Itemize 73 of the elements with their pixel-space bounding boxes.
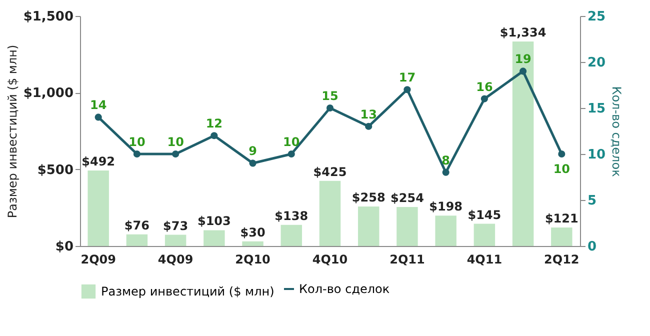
data-label: $103 [197, 214, 231, 228]
data-label: $198 [429, 200, 463, 214]
data-label: 9 [248, 144, 257, 158]
y2-tick-label: 10 [588, 148, 606, 162]
bar [435, 216, 456, 246]
point [558, 150, 566, 158]
data-label: $492 [82, 154, 116, 169]
x-tick-label: 2Q11 [390, 252, 425, 266]
point [365, 122, 372, 130]
data-label: 19 [514, 52, 532, 66]
data-label: $121 [544, 211, 578, 226]
bar [126, 234, 148, 246]
bar [242, 241, 264, 246]
point [480, 95, 488, 102]
bar [164, 234, 186, 246]
data-label: $30 [240, 225, 266, 240]
data-label: 10 [553, 162, 570, 176]
legend-label: Размер инвестиций ($ млн) [101, 284, 274, 298]
data-label: $254 [390, 191, 424, 206]
data-label: $425 [313, 164, 347, 179]
data-label: 16 [476, 80, 493, 94]
point [172, 150, 180, 158]
point [404, 86, 411, 94]
data-label: $145 [468, 208, 502, 222]
point [326, 104, 334, 112]
bar [358, 206, 380, 246]
data-label: 14 [90, 98, 107, 112]
y2-axis-title: Кол-во сделок [610, 86, 624, 177]
data-label: $73 [163, 218, 188, 233]
y2-tick-label: 0 [588, 240, 597, 254]
data-label: $138 [274, 208, 308, 223]
y-tick-label: $500 [37, 162, 74, 178]
data-label: 10 [167, 135, 184, 149]
data-label: 17 [398, 70, 416, 85]
point [210, 132, 218, 140]
bar [512, 41, 534, 246]
data-label: $76 [124, 218, 150, 232]
y-tick-label: $1,500 [23, 10, 74, 24]
bar [319, 180, 341, 246]
x-tick-label: 2Q09 [80, 252, 116, 266]
y2-tick-label: 25 [588, 10, 606, 24]
point [94, 114, 102, 121]
y-axis-title: Размер инвестиций ($ млн) [5, 44, 20, 218]
data-label: 10 [283, 135, 300, 149]
bar [204, 230, 225, 246]
bar [88, 170, 109, 246]
point [288, 150, 295, 158]
x-tick-label: 4Q10 [312, 252, 348, 266]
point [133, 150, 140, 158]
point [249, 160, 256, 167]
data-label: $1,334 [500, 25, 546, 40]
data-label: 8 [442, 153, 450, 168]
point [520, 68, 527, 75]
data-label: 13 [360, 107, 377, 122]
data-label: 15 [322, 89, 338, 103]
point [442, 168, 450, 176]
x-tick-label: 4Q11 [466, 252, 502, 266]
bar [474, 224, 496, 246]
bar [396, 207, 418, 246]
data-label: 10 [128, 135, 146, 149]
y2-tick-label: 5 [588, 194, 597, 208]
data-label: $258 [352, 190, 386, 204]
bar [280, 224, 302, 246]
legend-label: Кол-во сделок [299, 282, 390, 296]
x-tick-label: 2Q12 [544, 252, 580, 266]
x-tick-label: 2Q10 [235, 252, 270, 266]
y2-tick-label: 20 [588, 56, 606, 70]
y-tick-label: $0 [55, 240, 74, 254]
bar [551, 227, 572, 246]
data-label: 12 [206, 116, 223, 131]
y2-tick-label: 15 [588, 102, 606, 116]
x-tick-label: 4Q09 [158, 252, 194, 266]
y-tick-label: $1,000 [23, 86, 74, 102]
